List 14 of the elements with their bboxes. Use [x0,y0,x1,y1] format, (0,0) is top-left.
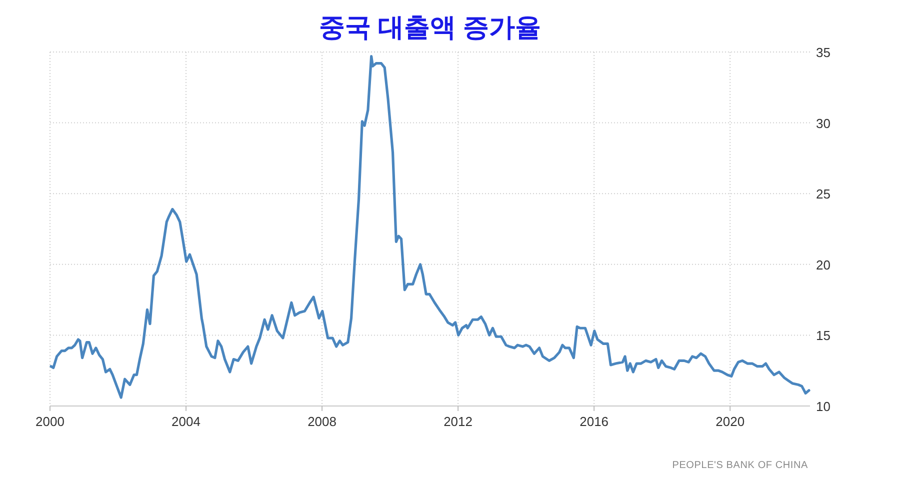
x-tick-label: 2000 [36,414,64,429]
y-tick-label: 35 [816,45,830,60]
y-tick-label: 25 [816,186,830,202]
chart-title: 중국 대출액 증가율 [318,12,542,42]
x-tick-label: 2004 [172,414,200,429]
text: PEOPLE'S BANK OF CHINA [672,460,808,471]
x-tick-label: 2020 [716,414,745,429]
y-tick-label: 15 [816,328,830,344]
y-tick-label: 10 [816,399,830,414]
x-tick-label: 2016 [580,414,609,429]
y-tick-label: 20 [816,257,830,272]
x-tick-label: 2012 [444,414,473,429]
y-tick-label: 30 [816,116,830,131]
x-tick-label: 2008 [308,414,336,429]
